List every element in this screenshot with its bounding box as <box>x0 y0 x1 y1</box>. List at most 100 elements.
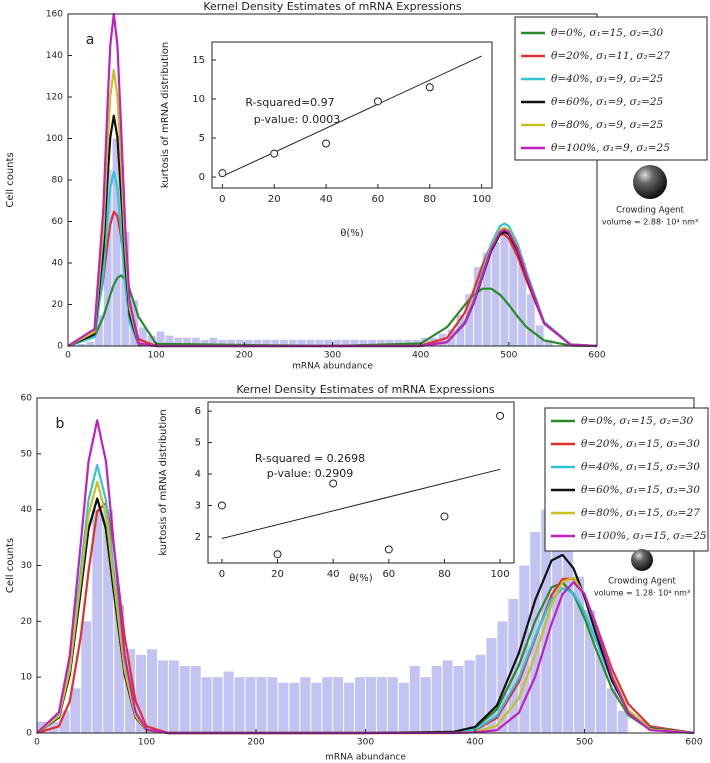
histogram-bar <box>201 677 212 733</box>
histogram-bar <box>544 339 553 346</box>
histogram-bar <box>94 314 103 346</box>
histogram-bar <box>465 294 474 346</box>
histogram-bar <box>420 677 431 733</box>
inset-x-tick-label: 100 <box>491 569 510 580</box>
x-tick-label: 600 <box>588 351 605 361</box>
histogram-bar <box>114 604 125 733</box>
legend-box <box>544 407 709 552</box>
x-tick-label: 100 <box>148 351 165 361</box>
histogram-bar <box>157 660 168 733</box>
x-tick-label: 200 <box>247 738 264 748</box>
histogram-bar <box>333 339 341 346</box>
legend-label: θ=60%, σ₁=9, σ₂=25 <box>551 96 664 108</box>
inset-y-tick-label: 10 <box>192 94 205 105</box>
legend-label: θ=80%, σ₁=9, σ₂=25 <box>551 119 664 131</box>
histogram-bar <box>103 509 114 733</box>
histogram-bar <box>234 677 245 733</box>
y-tick-label: 60 <box>21 394 33 404</box>
x-axis-label: mRNA abundance <box>325 753 406 763</box>
histogram-bar <box>267 677 278 733</box>
x-tick-label: 0 <box>34 738 40 748</box>
histogram-bar <box>227 339 236 346</box>
y-axis-label: Cell counts <box>5 152 16 207</box>
legend-label: θ=0%, σ₁=15, σ₂=30 <box>551 27 664 39</box>
x-tick-label: 500 <box>576 738 593 748</box>
inset-annotation: p-value: 0.0003 <box>254 113 340 126</box>
histogram-bar <box>474 267 482 346</box>
histogram-bar <box>156 331 165 346</box>
histogram-bar <box>394 339 403 346</box>
scatter-point <box>373 97 382 106</box>
histogram-bar <box>518 263 526 346</box>
crowding-agent-sphere <box>633 165 667 199</box>
y-tick-label: 20 <box>21 617 33 627</box>
histogram-bar <box>431 666 442 733</box>
x-tick-label: 600 <box>685 738 702 748</box>
y-tick-label: 80 <box>52 176 64 186</box>
scatter-point <box>496 411 505 420</box>
y-tick-label: 140 <box>46 51 63 61</box>
histogram-bar <box>86 341 94 346</box>
histogram-bar <box>453 666 464 733</box>
scatter-point <box>218 169 227 178</box>
histogram-bar <box>359 339 368 346</box>
histogram-bar <box>306 339 315 346</box>
agent-label: Crowding Agent <box>616 206 684 216</box>
histogram-bar <box>464 660 475 733</box>
fit-line <box>221 468 501 539</box>
histogram-bar <box>112 138 121 346</box>
histogram-bar <box>191 337 200 346</box>
y-tick-label: 120 <box>46 93 63 103</box>
agent-label: Crowding Agent <box>608 577 676 587</box>
inset-y-tick-label: 4 <box>195 469 201 480</box>
legend-label: θ=20%, σ₁=11, σ₂=27 <box>551 50 670 62</box>
scatter-point <box>273 550 282 559</box>
inset-x-label: θ(%) <box>349 573 373 584</box>
histogram-bar <box>509 242 518 346</box>
y-tick-label: 60 <box>52 217 64 227</box>
histogram-bar <box>385 339 394 346</box>
crowding-agent-sphere <box>631 549 653 571</box>
inset-x-tick-label: 60 <box>382 569 395 580</box>
x-tick-label: 100 <box>138 738 155 748</box>
inset-y-label: kurtosis of mRNA distribution <box>158 409 169 555</box>
y-tick-label: 0 <box>26 729 32 739</box>
x-tick-label: 500 <box>500 351 517 361</box>
panel-label: b <box>56 416 65 432</box>
histogram-bar <box>183 337 191 346</box>
histogram-bar <box>377 339 385 346</box>
y-tick-label: 100 <box>46 134 63 144</box>
y-tick-label: 20 <box>52 300 64 310</box>
histogram-bar <box>70 688 81 733</box>
inset-y-tick-label: 15 <box>192 55 205 66</box>
histogram-bar <box>606 688 617 733</box>
histogram-bar <box>136 654 146 733</box>
inset-y-tick-label: 0 <box>199 172 205 183</box>
scatter-point <box>322 139 331 148</box>
legend-label: θ=60%, σ₁=15, σ₂=30 <box>581 484 700 496</box>
x-axis-label: mRNA abundance <box>292 362 373 372</box>
scatter-point <box>217 501 226 510</box>
inset-x-tick-label: 20 <box>268 194 281 205</box>
histogram-bar <box>530 532 541 733</box>
histogram-bar <box>139 327 147 346</box>
histogram-bar <box>595 649 606 733</box>
agent-volume: volume = 2.88· 10⁴ nm³ <box>602 218 698 227</box>
y-tick-label: 40 <box>21 505 33 515</box>
inset-annotation: R-squared = 0.2698 <box>255 452 365 465</box>
histogram-bar <box>147 335 156 346</box>
histogram-bar <box>344 682 355 733</box>
x-tick-label: 200 <box>236 351 253 361</box>
histogram-bar <box>585 610 595 733</box>
legend-label: θ=80%, σ₁=15, σ₂=27 <box>581 507 700 519</box>
legend-label: θ=0%, σ₁=15, σ₂=30 <box>581 415 694 427</box>
histogram-bar <box>315 339 324 346</box>
histogram-bar <box>147 649 157 733</box>
histogram-bar <box>244 339 253 346</box>
inset-x-tick-label: 40 <box>320 194 333 205</box>
histogram-bar <box>262 339 271 346</box>
histogram-bar <box>278 682 289 733</box>
y-tick-label: 50 <box>21 449 33 459</box>
histogram-bar <box>168 660 179 733</box>
